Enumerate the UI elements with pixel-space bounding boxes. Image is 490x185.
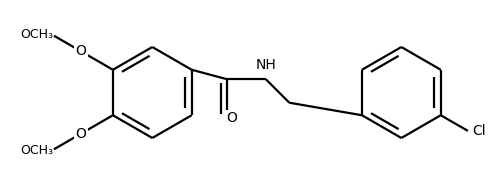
- Text: OCH₃: OCH₃: [20, 144, 53, 157]
- Text: OCH₃: OCH₃: [20, 28, 53, 41]
- Text: NH: NH: [256, 58, 276, 72]
- Text: Cl: Cl: [472, 124, 486, 138]
- Text: O: O: [226, 111, 237, 125]
- Text: O: O: [75, 44, 86, 58]
- Text: O: O: [75, 127, 86, 141]
